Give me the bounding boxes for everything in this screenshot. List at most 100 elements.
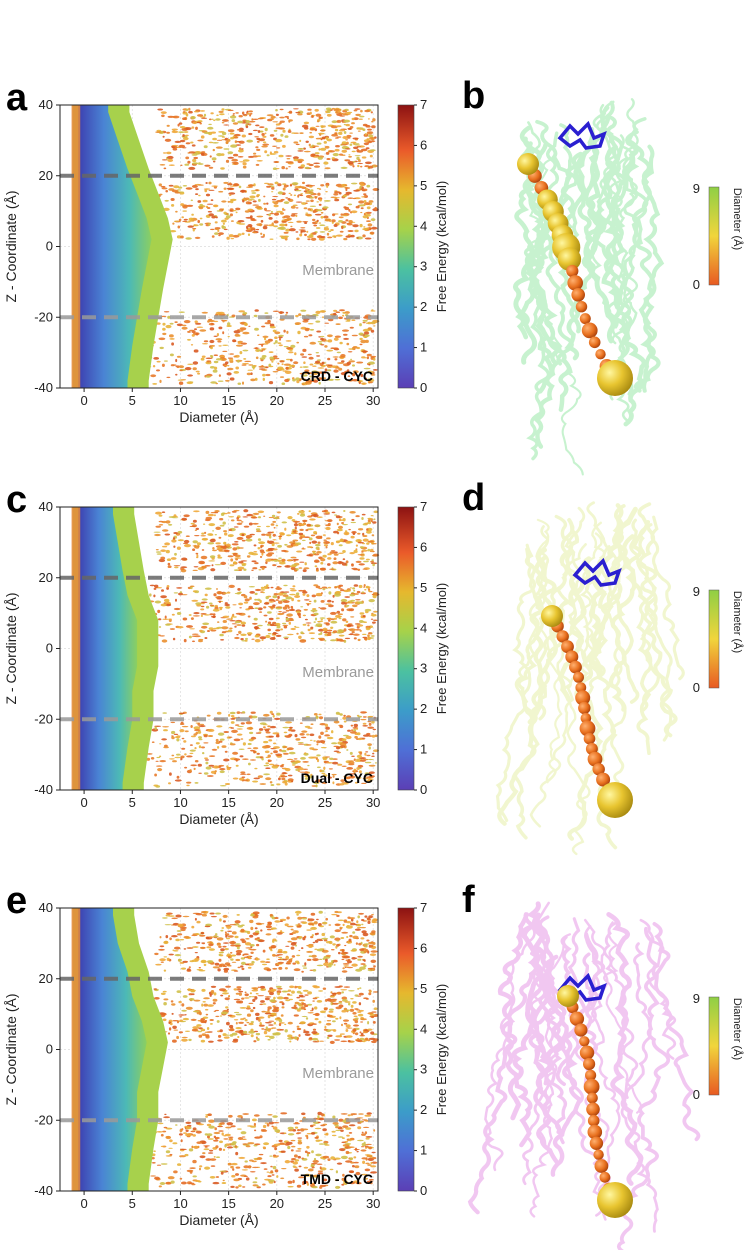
energy-speckle bbox=[331, 914, 337, 915]
energy-speckle bbox=[210, 112, 213, 114]
energy-speckle bbox=[371, 515, 374, 516]
energy-speckle bbox=[216, 1137, 220, 1139]
energy-speckle bbox=[285, 1029, 288, 1032]
energy-speckle bbox=[208, 182, 211, 185]
energy-speckle bbox=[328, 231, 331, 233]
energy-speckle bbox=[348, 154, 350, 155]
energy-speckle bbox=[256, 958, 259, 961]
energy-speckle bbox=[274, 1147, 277, 1150]
energy-speckle bbox=[191, 1146, 198, 1148]
energy-speckle bbox=[242, 382, 244, 385]
energy-speckle bbox=[171, 736, 175, 739]
x-tick-label: 5 bbox=[129, 393, 136, 408]
energy-speckle bbox=[278, 191, 283, 194]
energy-speckle bbox=[263, 226, 268, 229]
energy-speckle bbox=[189, 966, 191, 968]
energy-speckle bbox=[351, 957, 356, 960]
energy-speckle bbox=[265, 1013, 272, 1015]
energy-speckle bbox=[288, 734, 292, 737]
energy-speckle bbox=[239, 607, 242, 608]
energy-speckle bbox=[181, 216, 184, 218]
energy-speckle bbox=[182, 961, 188, 963]
energy-speckle bbox=[315, 544, 321, 546]
energy-speckle bbox=[369, 723, 372, 726]
energy-speckle bbox=[231, 715, 235, 717]
energy-speckle bbox=[220, 948, 225, 951]
energy-speckle bbox=[184, 948, 187, 950]
energy-speckle bbox=[278, 778, 281, 781]
energy-speckle bbox=[241, 148, 244, 149]
energy-speckle bbox=[281, 550, 287, 552]
energy-speckle bbox=[203, 200, 208, 203]
energy-speckle bbox=[247, 111, 249, 112]
energy-speckle bbox=[227, 1009, 229, 1011]
energy-speckle bbox=[194, 768, 196, 770]
energy-speckle bbox=[212, 235, 215, 238]
energy-speckle bbox=[327, 557, 331, 560]
energy-speckle bbox=[223, 616, 230, 618]
energy-speckle bbox=[213, 966, 220, 968]
energy-speckle bbox=[272, 954, 276, 957]
panel-letter: c bbox=[6, 479, 27, 521]
energy-speckle bbox=[332, 762, 338, 765]
energy-speckle bbox=[242, 364, 247, 365]
energy-speckle bbox=[373, 611, 377, 613]
energy-speckle bbox=[220, 995, 223, 997]
energy-speckle bbox=[183, 916, 190, 917]
energy-speckle bbox=[219, 518, 223, 520]
energy-speckle bbox=[276, 127, 283, 129]
energy-speckle bbox=[296, 592, 299, 595]
energy-speckle bbox=[196, 604, 201, 606]
energy-speckle bbox=[202, 752, 204, 754]
energy-speckle bbox=[362, 234, 365, 237]
energy-speckle bbox=[183, 514, 189, 517]
energy-speckle bbox=[284, 215, 291, 218]
energy-speckle bbox=[180, 591, 182, 593]
energy-speckle bbox=[165, 190, 168, 192]
tunnel-sphere bbox=[573, 672, 584, 683]
energy-speckle bbox=[332, 561, 338, 564]
energy-speckle bbox=[315, 1128, 322, 1129]
energy-speckle bbox=[279, 224, 286, 227]
energy-speckle bbox=[348, 161, 354, 164]
energy-speckle bbox=[277, 996, 284, 999]
energy-speckle bbox=[199, 725, 206, 727]
energy-speckle bbox=[252, 1119, 257, 1122]
energy-speckle bbox=[174, 321, 177, 323]
energy-speckle bbox=[248, 133, 252, 135]
energy-speckle bbox=[322, 741, 325, 744]
x-axis-label: Diameter (Å) bbox=[179, 409, 258, 425]
energy-speckle bbox=[262, 964, 267, 965]
energy-speckle bbox=[200, 947, 205, 948]
energy-speckle bbox=[289, 193, 291, 194]
energy-speckle bbox=[320, 617, 326, 619]
x-tick-label: 15 bbox=[221, 795, 235, 810]
energy-speckle bbox=[262, 144, 269, 146]
energy-speckle bbox=[299, 639, 306, 642]
energy-speckle bbox=[218, 381, 224, 382]
energy-speckle bbox=[360, 612, 365, 614]
energy-speckle bbox=[268, 1015, 271, 1018]
energy-speckle bbox=[373, 991, 378, 992]
energy-speckle bbox=[364, 1115, 371, 1117]
energy-speckle bbox=[237, 537, 244, 540]
energy-speckle bbox=[243, 509, 248, 512]
energy-speckle bbox=[171, 204, 174, 207]
energy-speckle bbox=[343, 1019, 349, 1021]
energy-speckle bbox=[364, 203, 366, 206]
energy-speckle bbox=[163, 1019, 167, 1022]
energy-speckle bbox=[253, 130, 258, 131]
energy-speckle bbox=[327, 237, 332, 239]
energy-speckle bbox=[316, 352, 319, 353]
energy-speckle bbox=[219, 537, 222, 539]
energy-speckle bbox=[166, 550, 170, 553]
energy-speckle bbox=[194, 111, 199, 113]
energy-speckle bbox=[361, 207, 364, 209]
energy-speckle bbox=[211, 990, 214, 993]
y-axis-label: Z - Coordinate (Å) bbox=[3, 993, 19, 1105]
energy-speckle bbox=[349, 760, 355, 762]
x-tick-label: 10 bbox=[173, 393, 187, 408]
energy-speckle bbox=[270, 781, 273, 783]
energy-speckle bbox=[341, 1024, 343, 1026]
energy-speckle bbox=[362, 514, 366, 516]
